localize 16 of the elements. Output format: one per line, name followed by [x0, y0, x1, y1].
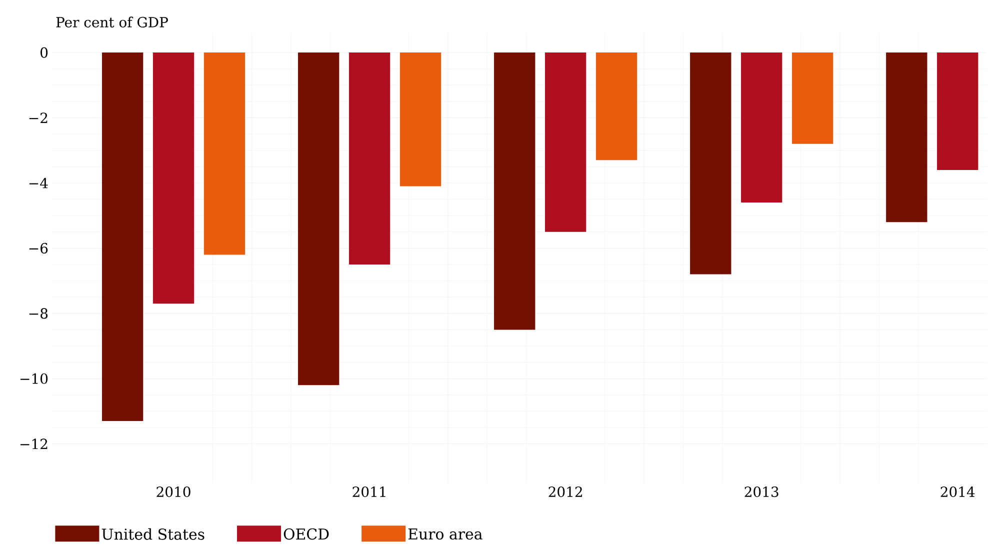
- y-tick-label: −4: [29, 178, 48, 188]
- x-tick-label: 2014: [940, 486, 975, 498]
- y-tick-label: −8: [29, 308, 48, 319]
- y-tick-label: −12: [20, 438, 48, 449]
- legend-label: OECD: [284, 528, 329, 540]
- x-tick-label: 2013: [744, 486, 778, 498]
- legend-label: United States: [102, 528, 204, 540]
- y-tick-label: −2: [29, 112, 48, 123]
- x-tick-label: 2012: [548, 486, 582, 498]
- legend-label: Euro area: [408, 528, 482, 540]
- y-tick-label: 0: [40, 47, 48, 58]
- x-tick-label: 2010: [156, 486, 190, 498]
- y-tick-label: −10: [20, 373, 48, 384]
- y-axis-title: Per cent of GDP: [56, 16, 168, 28]
- y-tick-label: −6: [29, 242, 48, 254]
- x-tick-label: 2011: [352, 486, 386, 498]
